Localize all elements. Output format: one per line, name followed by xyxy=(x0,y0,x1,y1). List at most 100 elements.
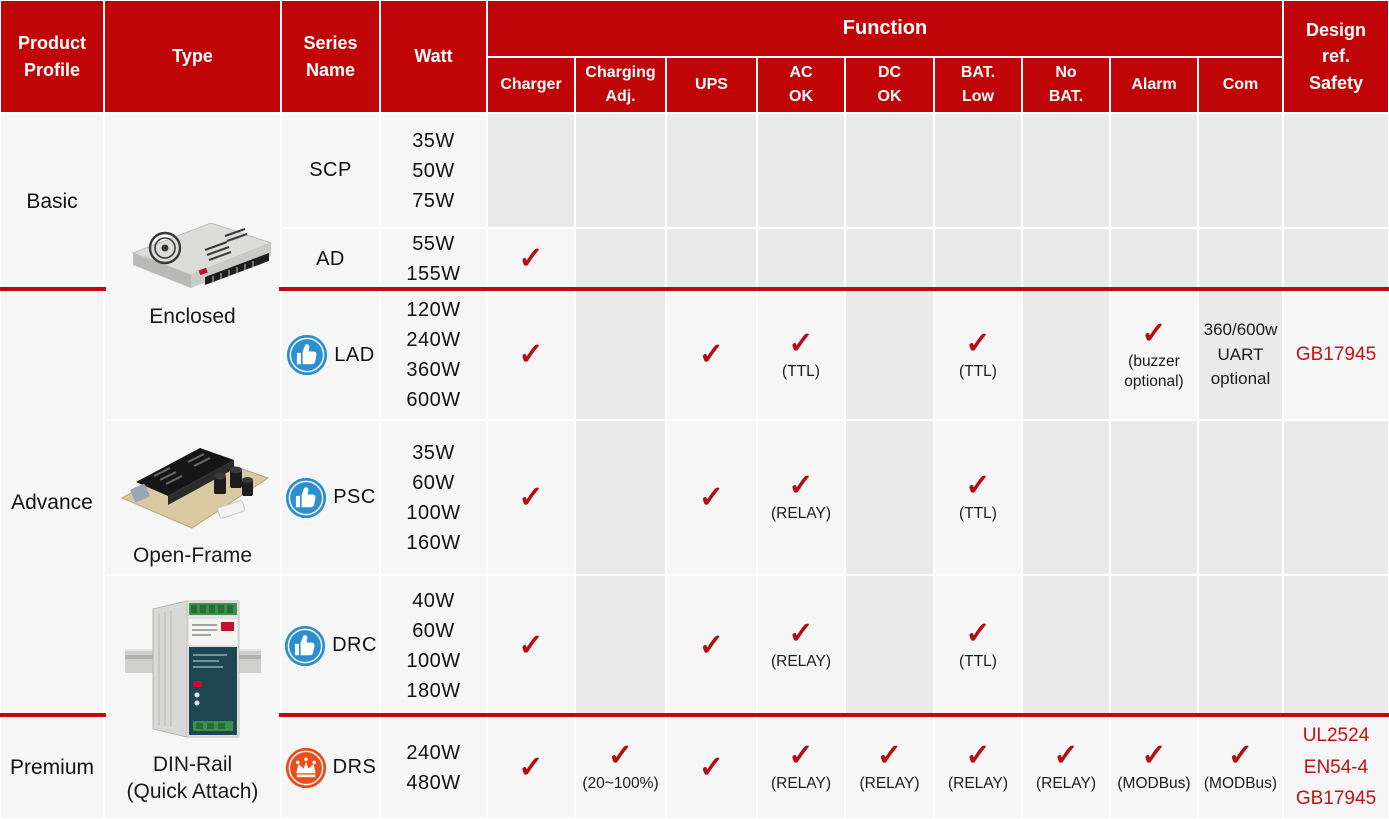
type-din-rail-label: DIN-Rail (Quick Attach) xyxy=(126,752,259,803)
series-lad: LAD xyxy=(334,343,375,366)
cell-psc-dc-ok xyxy=(845,420,934,575)
header-function: Function xyxy=(487,0,1283,57)
cell-ad-no-bat xyxy=(1022,228,1110,290)
cell-ad-alarm xyxy=(1110,228,1198,290)
series-psc-cell: PSC xyxy=(281,420,380,575)
header-alarm: Alarm xyxy=(1110,57,1198,113)
check-icon: ✓ xyxy=(698,750,725,784)
cell-psc-bat-low: ✓ (TTL) xyxy=(934,420,1022,575)
cell-scp-ac-ok xyxy=(757,113,845,228)
cell-psc-safety xyxy=(1283,420,1389,575)
section-divider-basic-advance-right xyxy=(279,287,1389,291)
check-icon: ✓ xyxy=(788,739,814,773)
check-icon: ✓ xyxy=(607,739,634,773)
cell-scp-alarm xyxy=(1110,113,1198,228)
crown-icon xyxy=(285,747,326,788)
cell-lad-safety: GB17945 xyxy=(1283,290,1389,420)
cell-scp-dc-ok xyxy=(845,113,934,228)
cell-scp-safety xyxy=(1283,113,1389,228)
cell-psc-charger: ✓ xyxy=(487,420,575,575)
cell-drs-ac-ok: ✓ (RELAY) xyxy=(757,716,845,819)
profile-premium: Premium xyxy=(0,716,104,819)
check-icon: ✓ xyxy=(965,326,991,360)
cell-lad-bat-low: ✓ (TTL) xyxy=(934,290,1022,420)
watt-drs: 240W 480W xyxy=(380,716,487,819)
cell-lad-dc-ok xyxy=(845,290,934,420)
header-series-name: Series Name xyxy=(281,0,380,113)
open-frame-product-image xyxy=(120,447,270,529)
cell-psc-charging-adj xyxy=(575,420,666,575)
check-icon: ✓ xyxy=(698,338,725,371)
cell-ad-ac-ok xyxy=(757,228,845,290)
cell-lad-alarm: ✓ (buzzer optional) xyxy=(1110,290,1198,420)
header-dc-ok: DC OK xyxy=(845,57,934,113)
check-icon: ✓ xyxy=(698,480,725,514)
cell-drc-alarm xyxy=(1110,575,1198,716)
series-lad-cell: LAD xyxy=(281,290,380,420)
check-icon: ✓ xyxy=(518,750,544,784)
cell-scp-bat-low xyxy=(934,113,1022,228)
series-psc: PSC xyxy=(333,486,376,508)
cell-ad-com xyxy=(1198,228,1283,290)
check-icon: ✓ xyxy=(698,628,725,662)
type-enclosed-label: Enclosed xyxy=(149,304,236,328)
check-icon: ✓ xyxy=(1227,739,1254,773)
cell-ad-charger: ✓ xyxy=(487,228,575,290)
cell-scp-com xyxy=(1198,113,1283,228)
cell-drc-no-bat xyxy=(1022,575,1110,716)
cell-ad-safety xyxy=(1283,228,1389,290)
thumbs-up-icon xyxy=(287,334,328,376)
header-com: Com xyxy=(1198,57,1283,113)
cell-drs-charging-adj: ✓ (20~100%) xyxy=(575,716,666,819)
watt-ad: 55W 155W xyxy=(380,228,487,290)
type-open-frame-label: Open-Frame xyxy=(132,543,253,567)
cell-lad-com: 360/600w UART optional xyxy=(1198,290,1283,420)
din-rail-product-image xyxy=(124,600,261,738)
cell-drc-dc-ok xyxy=(845,575,934,716)
header-no-bat: No BAT. xyxy=(1022,57,1110,113)
watt-drc: 40W 60W 100W 180W xyxy=(380,575,487,716)
cell-drs-charger: ✓ xyxy=(487,716,575,819)
check-icon: ✓ xyxy=(965,617,991,651)
cell-scp-ups xyxy=(666,113,757,228)
thumbs-up-icon xyxy=(286,477,327,518)
cell-drs-ups: ✓ xyxy=(666,716,757,819)
cell-ad-ups xyxy=(666,228,757,290)
cell-drc-charger: ✓ xyxy=(487,575,575,716)
cell-drc-ups: ✓ xyxy=(666,575,757,716)
section-divider-advance-premium-left xyxy=(0,713,106,717)
series-drc-cell: DRC xyxy=(281,575,380,716)
cell-lad-ac-ok: ✓ (TTL) xyxy=(757,290,845,420)
watt-lad: 120W 240W 360W 600W xyxy=(380,290,487,420)
check-icon: ✓ xyxy=(788,326,814,360)
header-ups: UPS xyxy=(666,57,757,113)
cell-ad-charging-adj xyxy=(575,228,666,290)
cell-lad-no-bat xyxy=(1022,290,1110,420)
cell-ad-dc-ok xyxy=(845,228,934,290)
type-din-rail-cell: DIN-Rail (Quick Attach) xyxy=(104,575,281,819)
enclosed-product-image xyxy=(131,222,272,288)
cell-scp-charging-adj xyxy=(575,113,666,228)
cell-scp-no-bat xyxy=(1022,113,1110,228)
series-drs: DRS xyxy=(332,756,377,778)
cell-drs-com: ✓ (MODBus) xyxy=(1198,716,1283,819)
cell-psc-alarm xyxy=(1110,420,1198,575)
cell-lad-charging-adj xyxy=(575,290,666,420)
check-icon: ✓ xyxy=(518,242,544,275)
check-icon: ✓ xyxy=(1053,739,1079,773)
type-open-frame-cell: Open-Frame xyxy=(104,420,281,575)
check-icon: ✓ xyxy=(1141,739,1167,773)
watt-scp: 35W 50W 75W xyxy=(380,113,487,228)
header-ac-ok: AC OK xyxy=(757,57,845,113)
check-icon: ✓ xyxy=(876,739,903,773)
cell-drc-ac-ok: ✓ (RELAY) xyxy=(757,575,845,716)
cell-drc-safety xyxy=(1283,575,1389,716)
cell-drs-safety: UL2524 EN54-4 GB17945 xyxy=(1283,716,1389,819)
cell-ad-bat-low xyxy=(934,228,1022,290)
thumbs-up-icon xyxy=(284,625,326,666)
profile-advance: Advance xyxy=(0,290,104,716)
series-drc: DRC xyxy=(332,634,377,656)
header-product-profile: Product Profile xyxy=(0,0,104,113)
check-icon: ✓ xyxy=(788,469,814,503)
